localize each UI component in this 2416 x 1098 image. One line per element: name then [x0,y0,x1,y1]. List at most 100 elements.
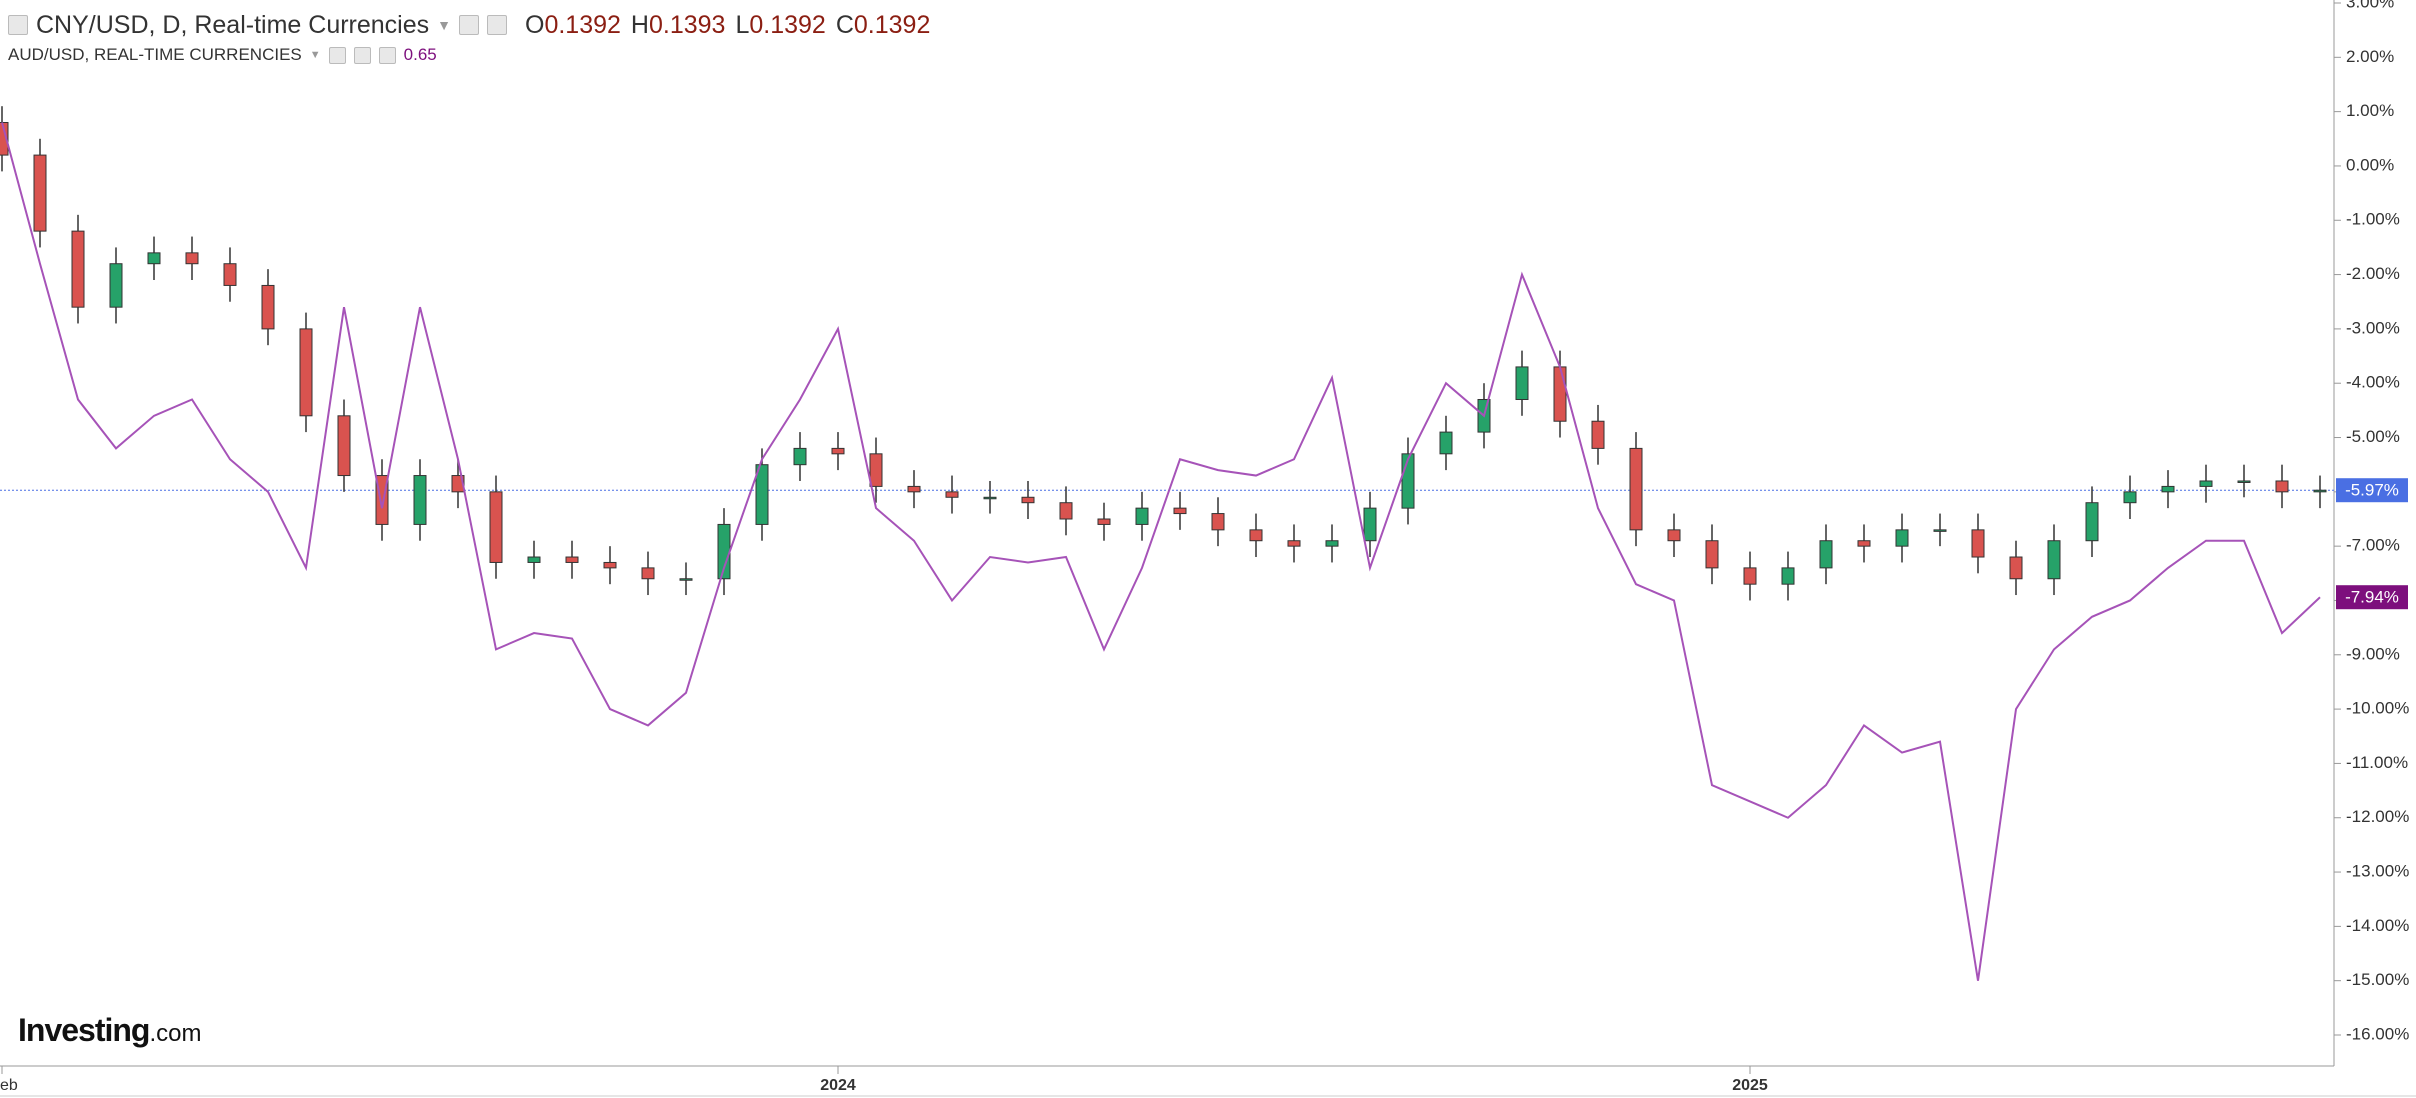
main-legend: CNY/USD, D, Real-time Currencies ▼ O0.13… [8,8,930,42]
candle-body [1249,529,1263,542]
line-series [1,122,2321,981]
gear-icon[interactable] [353,46,371,64]
y-tick-label: 3.00% [2346,0,2394,11]
candle-body [1933,529,1947,532]
candle-body [755,464,769,525]
candle-body [1059,502,1073,520]
y-tick-label: -14.00% [2346,916,2409,935]
candle-body [1705,540,1719,569]
y-tick-label: -16.00% [2346,1024,2409,1043]
gear-icon[interactable] [487,15,507,35]
candle-body [869,453,883,487]
y-tick-label: -10.00% [2346,699,2409,718]
candle-body [261,284,275,330]
x-tick-label: 2025 [1732,1077,1768,1094]
price-badge [2336,478,2408,503]
candle-body [565,556,579,563]
eye-icon[interactable] [328,46,346,64]
y-tick-label: -4.00% [2346,373,2400,392]
candle-body [641,567,655,580]
candle-body [2123,491,2137,504]
dropdown[interactable]: ▼ [437,17,451,33]
candle-body [337,415,351,477]
candle-body [831,447,845,455]
ohlc: O0.1392 H0.1393 L0.1392 C0.1392 [515,11,930,40]
candle-body [1173,507,1187,515]
y-tick-label: -15.00% [2346,970,2409,989]
candle-body [2313,489,2327,493]
candle-body [1591,420,1605,449]
candle-body [1097,518,1111,525]
ohlc-item: H0.1393 [631,11,726,39]
y-tick-label: 0.00% [2346,155,2394,174]
candle-body [1135,507,1149,525]
y-tick-label: 1.00% [2346,101,2394,120]
candle-body [1629,447,1643,531]
candle-body [1021,496,1035,504]
candle-body [451,475,465,493]
y-tick-label: -7.00% [2346,536,2400,555]
compare-legend: AUD/USD, REAL-TIME CURRENCIES ▼ 0.65 [8,42,930,68]
candle-body [2275,480,2289,493]
candle-body [1781,567,1795,585]
dropdown[interactable]: ▼ [309,49,321,61]
ohlc-label: H [630,10,649,39]
candle-body [223,263,237,286]
candle-body [2237,480,2251,483]
candle-body [71,230,85,308]
close-icon[interactable] [378,46,396,64]
candle-body [2085,502,2099,542]
candle-body [2009,556,2023,580]
ohlc-label: O [525,10,545,39]
logo-suffix: .com [149,1020,202,1047]
y-tick-label: -11.00% [2346,753,2408,772]
candle-body [2199,480,2213,487]
logo-brand: Investing [18,1012,150,1048]
collapse-icon[interactable] [8,15,28,35]
ohlc-item: O0.1392 [525,11,621,39]
ohlc-item: C0.1392 [836,11,931,39]
candle-body [33,154,47,232]
candle-body [1325,540,1339,547]
candle-body [679,578,693,581]
ohlc-value: 0.1393 [648,10,726,39]
candle-body [1287,540,1301,547]
candle-body [1211,513,1225,531]
candle-body [1363,507,1377,542]
price-badge-label: -7.94% [2345,588,2399,607]
candle-body [1553,366,1567,422]
series-title: CNY/USD, D, Real-time Currencies [36,10,430,39]
candle-body [413,475,427,525]
candle-body [1743,567,1757,585]
ohlc-value: 0.1392 [749,10,826,39]
compare-title: AUD/USD, REAL-TIME CURRENCIES [8,45,302,64]
candle-body [1515,366,1529,401]
candle-body [793,447,807,466]
ohlc-value: 0.1392 [853,10,931,39]
y-tick-label: 2.00% [2346,47,2394,66]
candle-body [1971,529,1985,558]
ohlc-item: L0.1392 [735,11,825,39]
candle-body [1819,540,1833,569]
y-tick-label: -1.00% [2346,210,2400,229]
logo: Investing.com [18,1012,201,1049]
candle-body [2047,540,2061,580]
candle-body [1895,529,1909,547]
price-badge [2336,585,2408,610]
settings-icon[interactable] [459,15,479,35]
price-badge-label: -5.97% [2345,481,2399,500]
candle-body [109,263,123,308]
candle-body [489,491,503,563]
candle-body [1439,431,1453,455]
candle-body [603,561,617,569]
y-tick-label: -3.00% [2346,318,2400,337]
y-tick-label: -9.00% [2346,644,2400,663]
compare-value: 0.65 [403,45,437,64]
y-tick-label: -12.00% [2346,807,2409,826]
x-tick-label: 2024 [820,1077,856,1094]
candle-body [185,252,199,265]
ohlc-label: C [835,10,854,39]
y-tick-label: -5.00% [2346,427,2400,446]
candle-body [1857,540,1871,547]
